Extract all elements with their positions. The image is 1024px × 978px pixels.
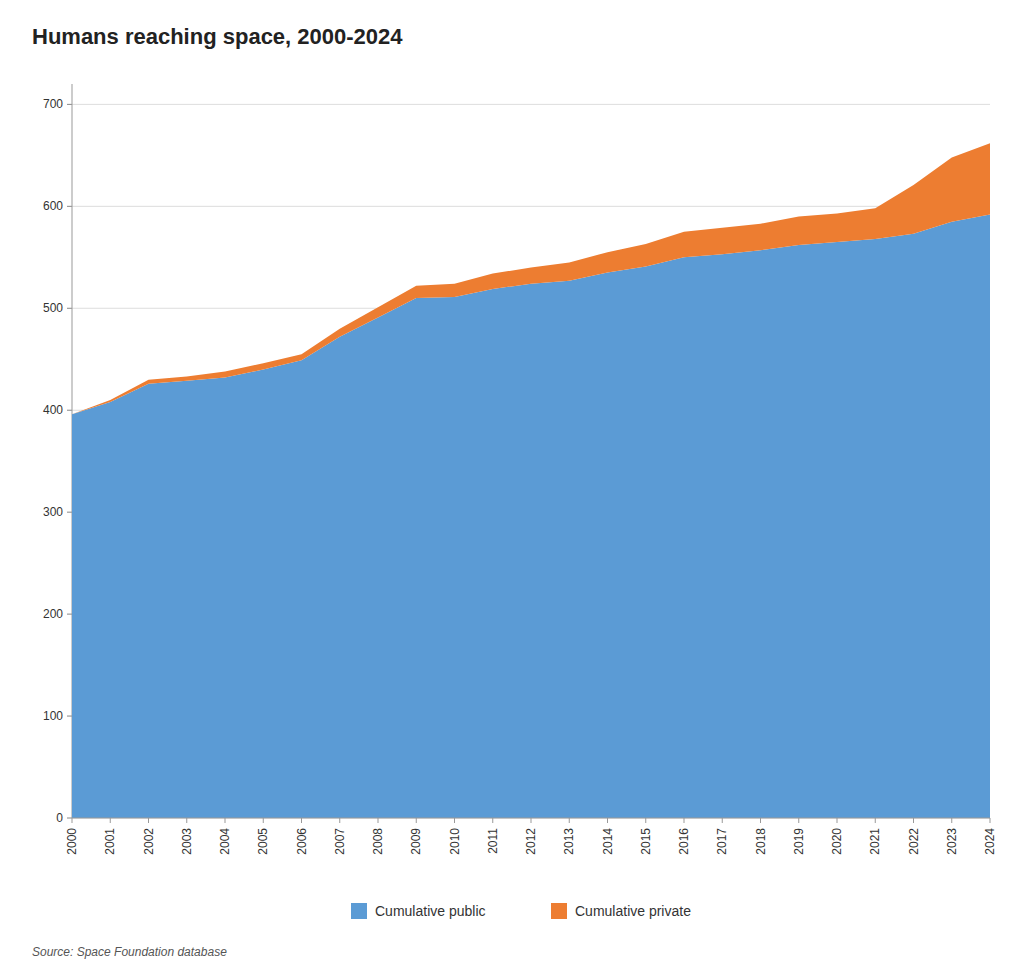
tick-mark [875,818,876,823]
tick-label: 2002 [142,828,156,855]
tick-label: 0 [56,811,63,825]
tick-label: 2004 [218,828,232,855]
tick-mark [225,818,226,823]
tick-label: 2022 [907,828,921,855]
tick-label: 2014 [601,828,615,855]
tick-mark [67,410,72,411]
tick-mark [798,818,799,823]
tick-mark [67,614,72,615]
tick-label: 100 [43,709,63,723]
tick-label: 400 [43,403,63,417]
tick-mark [722,818,723,823]
tick-label: 2020 [830,828,844,855]
area [72,214,990,818]
area [72,143,990,414]
tick-label: 2021 [868,828,882,855]
tick-mark [339,818,340,823]
tick-label: 600 [43,199,63,213]
tick-mark [263,818,264,823]
tick-mark [67,308,72,309]
tick-mark [110,818,111,823]
areas [72,143,990,818]
tick-label: 200 [43,607,63,621]
legend-label: Cumulative public [375,903,486,919]
tick-mark [645,818,646,823]
tick-label: 2007 [333,828,347,855]
tick-mark [416,818,417,823]
tick-label: 2008 [371,828,385,855]
tick-label: 2023 [945,828,959,855]
tick-mark [454,818,455,823]
tick-label: 2006 [295,828,309,855]
tick-label: 2009 [409,828,423,855]
tick-label: 2016 [677,828,691,855]
tick-label: 2019 [792,828,806,855]
tick-mark [67,104,72,105]
grid-line [72,206,990,207]
tick-label: 2001 [103,828,117,855]
legend-swatch [351,903,367,919]
tick-label: 300 [43,505,63,519]
tick-mark [148,818,149,823]
legend: Cumulative public Cumulative private [351,903,691,919]
tick-mark [951,818,952,823]
annotation: Source: Space Foundation database [32,945,227,959]
tick-label: 2003 [180,828,194,855]
tick-mark [607,818,608,823]
tick-mark [531,818,532,823]
tick-mark [990,818,991,823]
chart: Humans reaching space, 2000-202401002003… [0,0,1024,978]
tick-mark [913,818,914,823]
tick-label: 2024 [983,828,997,855]
x-axis: 2000 2001 2002 2003 2004 2005 2006 2007 2008 2009… [65,818,997,855]
title: Humans reaching space, 2000-2024 [32,24,403,49]
tick-mark [301,818,302,823]
tick-mark [72,818,73,823]
tick-label: 2018 [754,828,768,855]
tick-mark [492,818,493,823]
tick-label: 2011 [486,828,500,854]
tick-mark [837,818,838,823]
tick-mark [67,512,72,513]
tick-label: 500 [43,301,63,315]
tick-label: 2005 [256,828,270,855]
tick-mark [760,818,761,823]
tick-mark [67,716,72,717]
tick-label: 2015 [639,828,653,855]
tick-mark [67,818,72,819]
tick-label: 700 [43,97,63,111]
tick-label: 2013 [562,828,576,855]
tick-mark [569,818,570,823]
legend-swatch [551,903,567,919]
tick-label: 2012 [524,828,538,855]
tick-mark [378,818,379,823]
tick-label: 2000 [65,828,79,855]
grid-line [72,104,990,105]
legend-label: Cumulative private [575,903,691,919]
tick-mark [67,206,72,207]
tick-label: 2017 [715,828,729,855]
tick-mark [684,818,685,823]
tick-label: 2010 [448,828,462,855]
y-axis: 0 100 200 300 400 500 600 700 [43,84,990,825]
tick-mark [186,818,187,823]
